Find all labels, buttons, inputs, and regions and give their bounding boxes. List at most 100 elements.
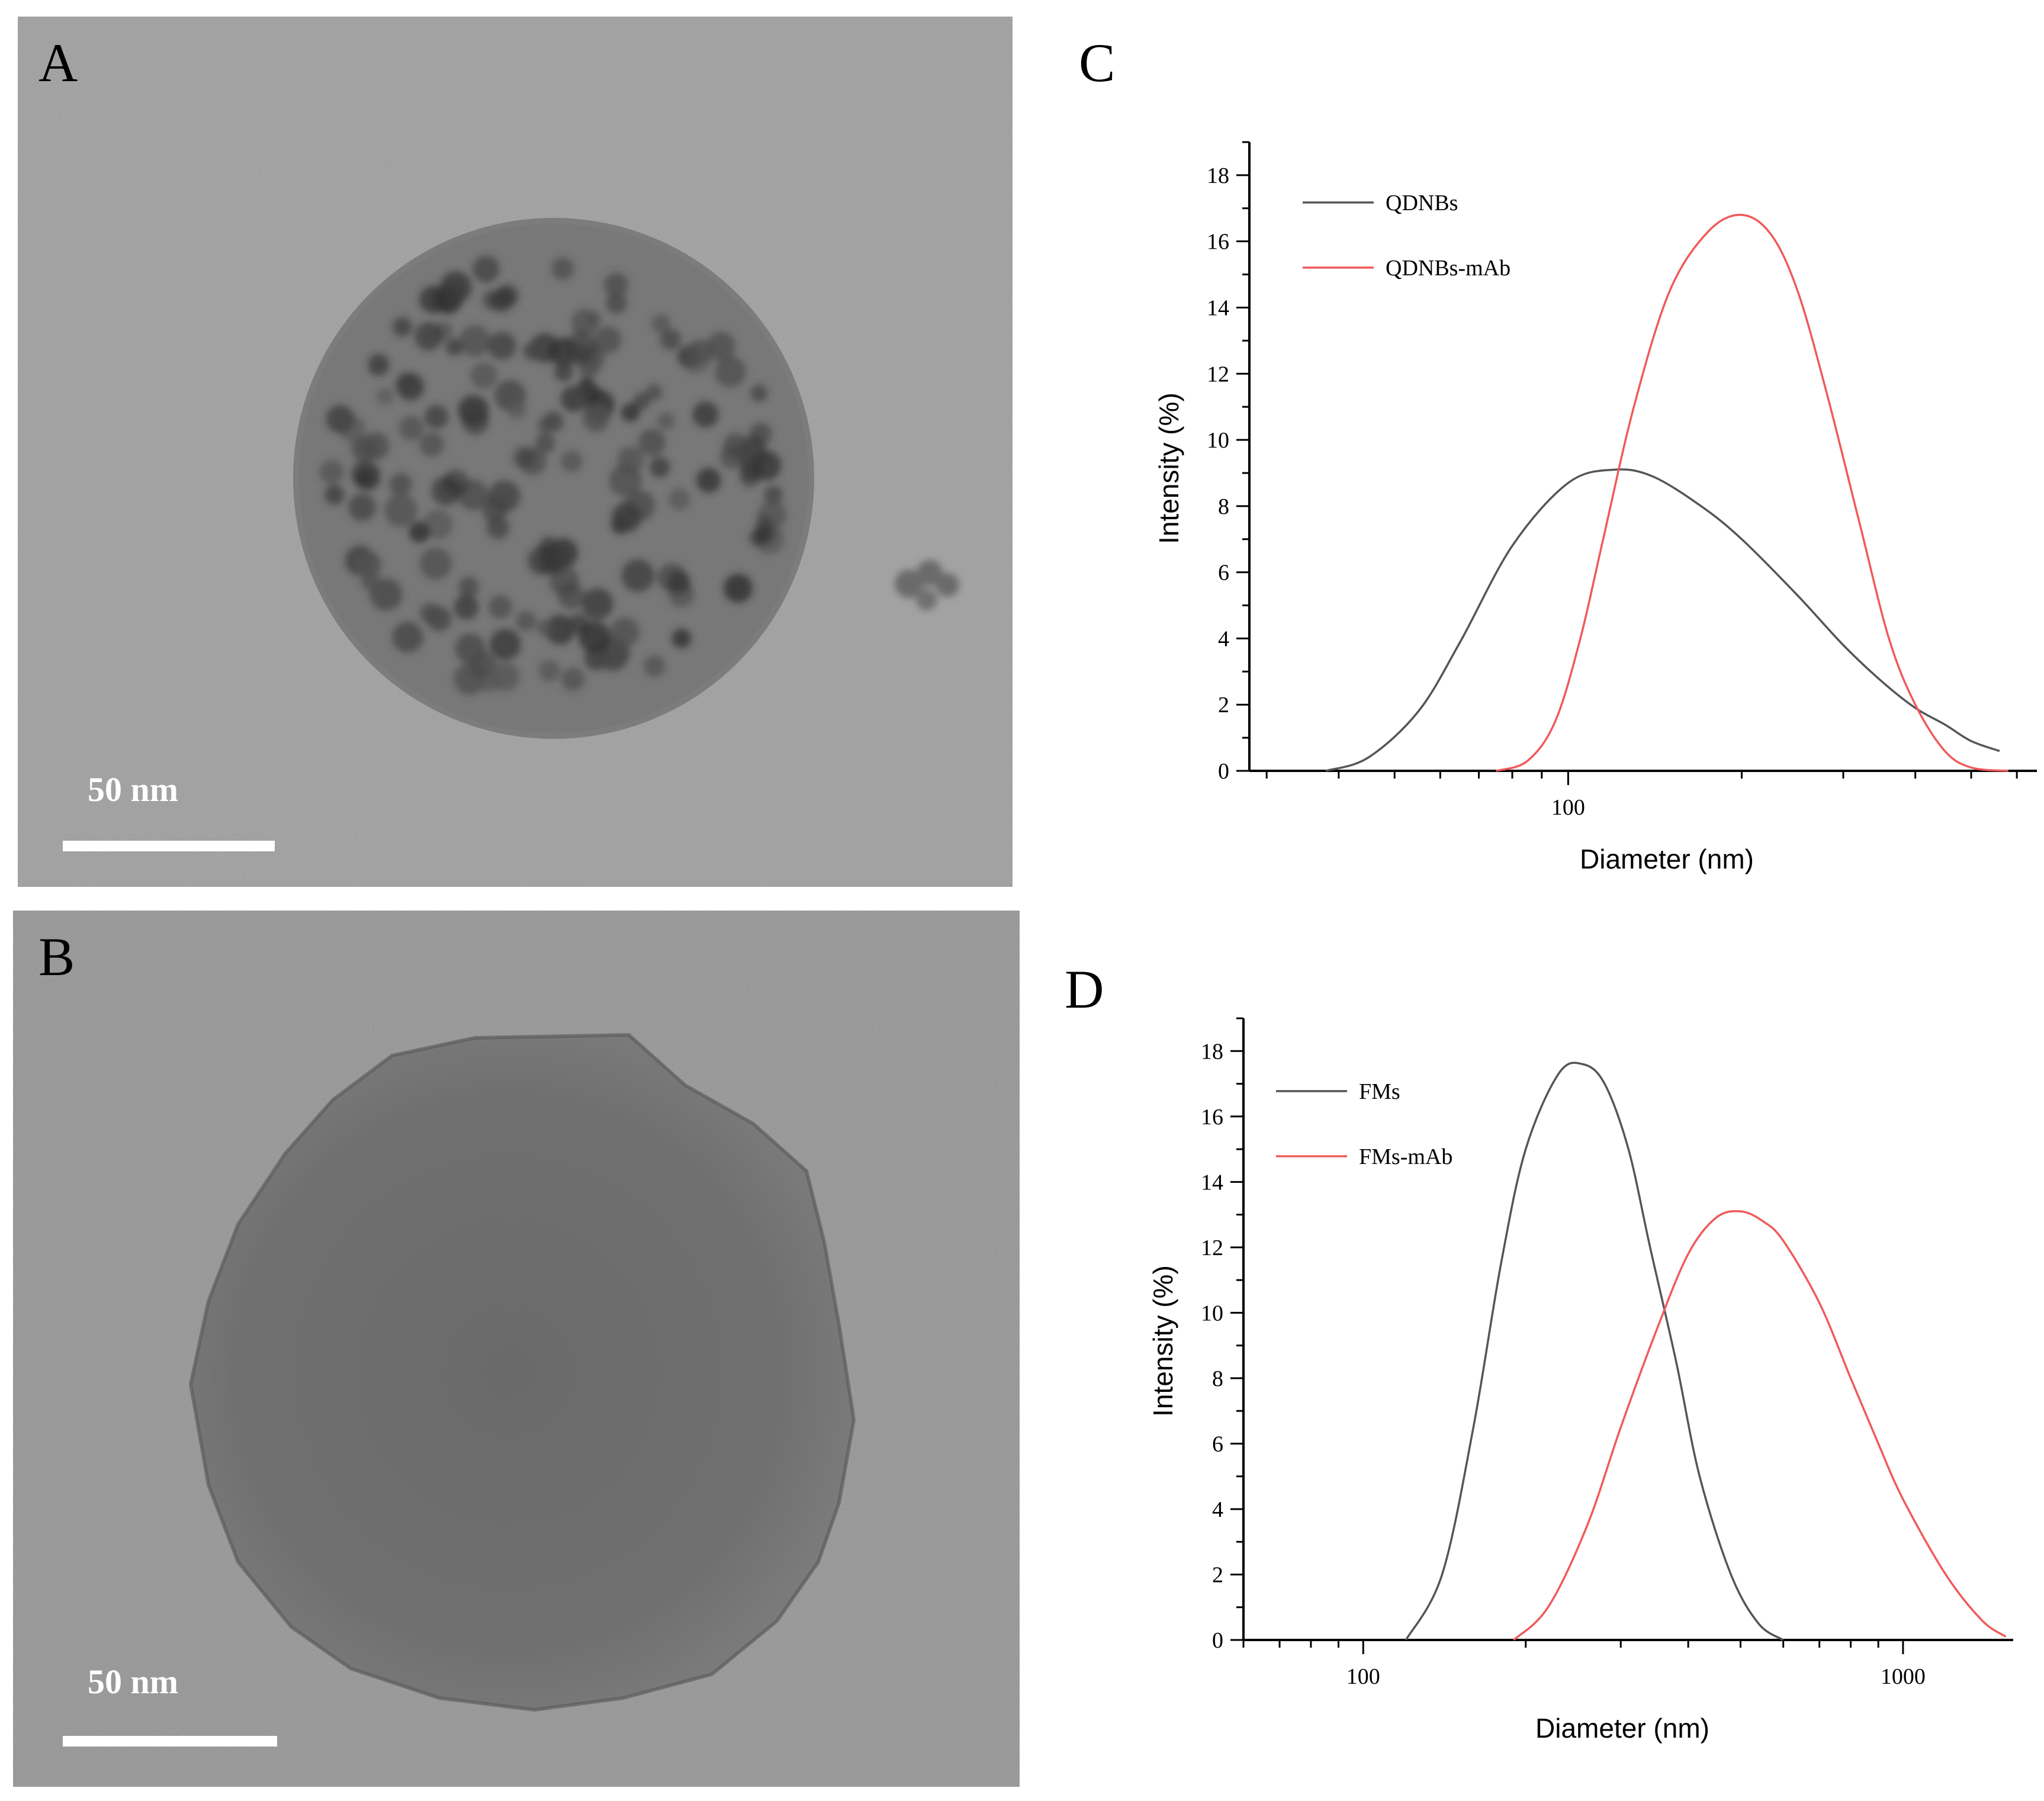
scale-bar-label-a: 50 nm xyxy=(88,770,179,809)
y-tick-label: 16 xyxy=(1201,1105,1223,1130)
quantum-dot xyxy=(561,385,587,412)
quantum-dot xyxy=(578,621,610,653)
quantum-dot xyxy=(755,515,773,533)
small-particle-cluster xyxy=(895,560,959,610)
quantum-dot xyxy=(369,578,403,611)
y-tick-label: 14 xyxy=(1201,1170,1223,1195)
quantum-dot xyxy=(431,476,461,506)
quantum-dot xyxy=(538,660,561,682)
y-tick-label: 2 xyxy=(1218,693,1229,718)
quantum-dot xyxy=(488,332,516,360)
quantum-dot xyxy=(348,493,376,522)
quantum-dot xyxy=(604,272,628,297)
y-tick-label: 14 xyxy=(1207,295,1229,320)
tem-micrograph-a xyxy=(18,17,1013,887)
panel-label-b: B xyxy=(38,927,75,987)
quantum-dot xyxy=(420,603,441,624)
quantum-dot xyxy=(660,329,682,350)
chart-c: 0 2 4 6 8 10 12 14 16 18 100 Diameter (nm) Intensity… xyxy=(1153,141,2037,874)
quantum-dot xyxy=(488,595,513,619)
quantum-dot xyxy=(395,372,420,397)
quantum-dot xyxy=(445,338,463,356)
quantum-dot xyxy=(764,485,783,504)
quantum-dot xyxy=(319,459,344,484)
y-tick-label: 10 xyxy=(1201,1301,1223,1326)
quantum-dot xyxy=(481,497,507,523)
quantum-dot xyxy=(692,401,719,427)
y-tick-label: 12 xyxy=(1201,1236,1223,1260)
y-tick-label: 12 xyxy=(1207,362,1229,387)
quantum-dot xyxy=(548,538,579,568)
quantum-dot xyxy=(668,488,690,510)
quantum-dot xyxy=(389,473,412,496)
panel-label-c: C xyxy=(1079,33,1116,93)
tem-image-a xyxy=(18,17,1013,887)
y-tick-label: 6 xyxy=(1218,561,1229,586)
quantum-dot xyxy=(749,423,772,446)
scale-bar-a xyxy=(63,841,275,851)
quantum-dot xyxy=(355,465,381,491)
y-axis-title: Intensity (%) xyxy=(1153,393,1184,544)
quantum-dots xyxy=(319,255,787,695)
quantum-dot xyxy=(545,615,576,645)
quantum-dot xyxy=(617,446,644,473)
series-line-fms xyxy=(1405,1062,1784,1641)
quantum-dot xyxy=(326,404,355,433)
quantum-dot xyxy=(667,571,691,594)
panel-label-d: D xyxy=(1065,959,1104,1020)
quantum-dot xyxy=(392,622,423,653)
panel-label-a: A xyxy=(38,33,78,93)
microsphere-b xyxy=(191,1035,854,1710)
quantum-dot xyxy=(638,429,666,456)
quantum-dot xyxy=(535,433,555,454)
quantum-dot xyxy=(376,387,394,406)
quantum-dot xyxy=(423,509,453,539)
quantum-dot xyxy=(612,502,642,532)
quantum-dot xyxy=(473,255,500,283)
quantum-dot xyxy=(585,310,603,327)
y-tick-label: 6 xyxy=(1212,1432,1223,1456)
quantum-dot xyxy=(715,356,746,388)
quantum-dot xyxy=(425,405,449,429)
tem-image-b xyxy=(13,911,1020,1787)
quantum-dot xyxy=(581,588,613,620)
quantum-dot xyxy=(516,611,536,632)
quantum-dot xyxy=(561,667,585,692)
quantum-dot xyxy=(724,574,753,603)
quantum-dot xyxy=(523,342,542,361)
quantum-dot xyxy=(490,288,513,313)
scale-bar-label-b: 50 nm xyxy=(88,1662,179,1701)
legend-label: QDNBs xyxy=(1386,191,1458,216)
quantum-dot xyxy=(470,651,497,678)
quantum-dot xyxy=(719,445,744,469)
quantum-dot xyxy=(513,446,536,469)
legend-label: FMs xyxy=(1359,1079,1400,1104)
quantum-dot xyxy=(419,547,452,580)
quantum-dot xyxy=(682,345,711,374)
x-axis-title: Diameter (nm) xyxy=(1580,844,1754,874)
quantum-dot xyxy=(551,257,574,280)
quantum-dot xyxy=(458,395,489,426)
quantum-dot xyxy=(644,655,666,677)
quantum-dot xyxy=(567,342,590,365)
quantum-dot xyxy=(384,494,417,527)
quantum-dot xyxy=(507,400,526,420)
quantum-dot xyxy=(751,450,782,481)
quantum-dot xyxy=(696,468,721,493)
quantum-dot xyxy=(583,404,610,432)
quantum-dot xyxy=(409,521,430,543)
quantum-dot xyxy=(470,362,498,390)
quantum-dot xyxy=(542,411,564,432)
quantum-dot xyxy=(392,317,413,337)
quantum-dot xyxy=(419,432,444,457)
legend-label: QDNBs-mAb xyxy=(1386,256,1510,281)
y-tick-label: 2 xyxy=(1212,1562,1223,1587)
quantum-dot xyxy=(439,271,472,304)
series-line-qdnbs xyxy=(1325,468,2000,772)
quantum-dot xyxy=(657,411,675,430)
y-axis-title: Intensity (%) xyxy=(1148,1265,1178,1417)
quantum-dot xyxy=(621,559,655,592)
x-tick-label: 100 xyxy=(1346,1664,1380,1689)
quantum-dot xyxy=(594,326,622,353)
quantum-dot xyxy=(489,628,521,660)
